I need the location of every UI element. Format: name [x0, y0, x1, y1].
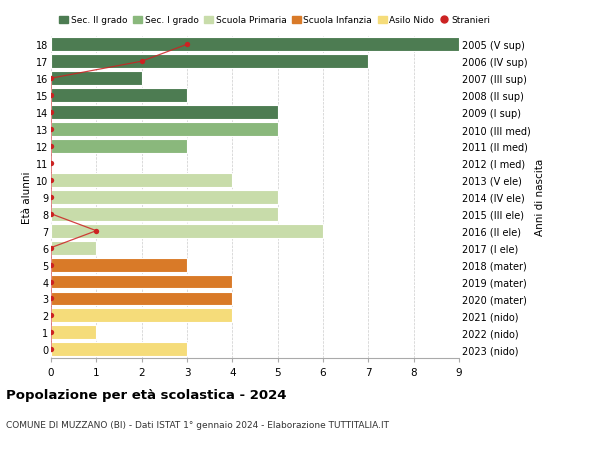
Point — [46, 177, 56, 184]
Bar — [51, 224, 323, 238]
Point — [46, 261, 56, 269]
Bar — [51, 326, 97, 340]
Point — [46, 278, 56, 285]
Text: Popolazione per età scolastica - 2024: Popolazione per età scolastica - 2024 — [6, 388, 287, 401]
Y-axis label: Anni di nascita: Anni di nascita — [535, 159, 545, 236]
Point — [46, 160, 56, 167]
Bar — [51, 292, 232, 306]
Bar — [51, 342, 187, 357]
Text: COMUNE DI MUZZANO (BI) - Dati ISTAT 1° gennaio 2024 - Elaborazione TUTTITALIA.IT: COMUNE DI MUZZANO (BI) - Dati ISTAT 1° g… — [6, 420, 389, 429]
Bar — [51, 106, 278, 120]
Bar — [51, 38, 459, 52]
Point — [46, 312, 56, 319]
Point — [46, 295, 56, 302]
Bar — [51, 258, 187, 272]
Legend: Sec. II grado, Sec. I grado, Scuola Primaria, Scuola Infanzia, Asilo Nido, Stran: Sec. II grado, Sec. I grado, Scuola Prim… — [56, 13, 494, 29]
Point — [92, 228, 101, 235]
Bar — [51, 72, 142, 86]
Point — [46, 92, 56, 100]
Point — [182, 41, 192, 49]
Bar — [51, 123, 278, 137]
Bar — [51, 190, 278, 204]
Point — [46, 109, 56, 117]
Bar — [51, 55, 368, 69]
Bar — [51, 174, 232, 187]
Point — [46, 126, 56, 134]
Bar — [51, 140, 187, 154]
Bar — [51, 241, 97, 255]
Point — [46, 143, 56, 150]
Point — [46, 346, 56, 353]
Point — [46, 329, 56, 336]
Point — [46, 245, 56, 252]
Y-axis label: Età alunni: Età alunni — [22, 171, 32, 224]
Bar — [51, 89, 187, 103]
Point — [137, 58, 146, 66]
Point — [46, 194, 56, 201]
Bar — [51, 275, 232, 289]
Point — [46, 75, 56, 83]
Point — [46, 211, 56, 218]
Bar — [51, 309, 232, 323]
Bar — [51, 207, 278, 221]
